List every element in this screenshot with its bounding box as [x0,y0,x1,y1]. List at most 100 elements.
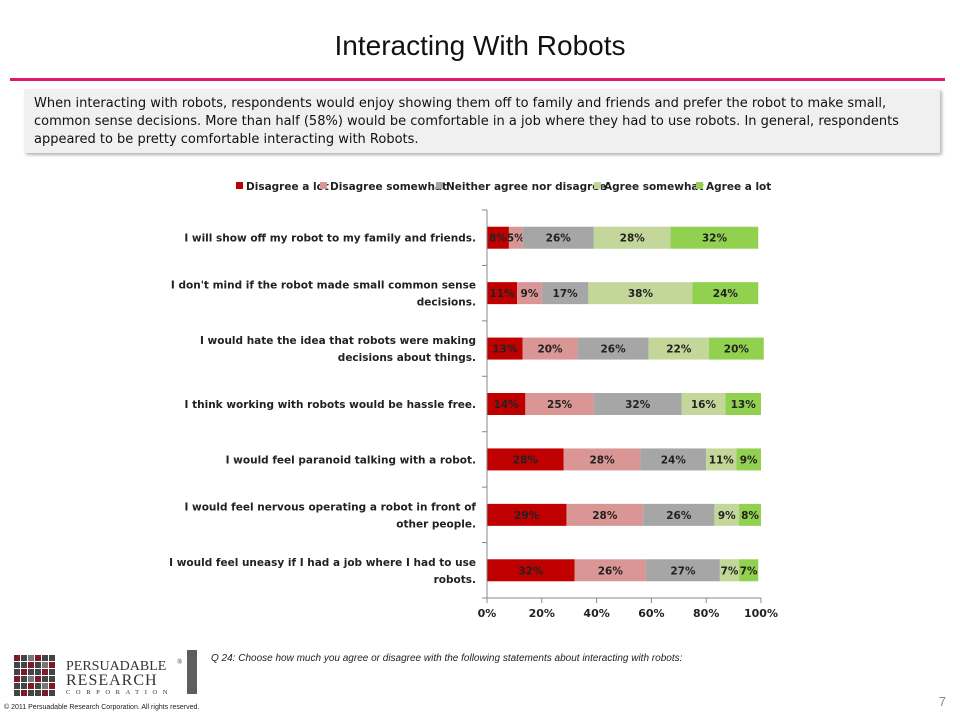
bar-label-5-1: 28% [592,510,618,522]
bar-label-1-2: 17% [553,288,579,300]
logo-grid-cell [49,683,55,689]
bar-label-5-2: 26% [666,510,692,522]
bar-label-0-1: 5% [507,233,525,245]
logo-grid-cell [35,669,41,675]
bar-label-0-3: 28% [620,233,646,245]
logo-grid-cell [35,655,41,661]
category-label-6-line-0: I would feel uneasy if I had a job where… [169,557,476,569]
bar-label-1-1: 9% [521,288,539,300]
bar-label-1-3: 38% [628,288,654,300]
bar-5-0 [487,503,567,526]
bar-1-1 [517,282,542,305]
copyright-text: © 2011 Persuadable Research Corporation.… [4,704,200,711]
bar-label-6-3: 7% [721,565,739,577]
bar-label-5-4: 8% [741,510,759,522]
logo-grid-cell [14,655,20,661]
logo-grid-cell [42,690,48,696]
bar-0-2 [522,226,594,249]
category-label-5-line-0: I would feel nervous operating a robot i… [184,501,476,513]
category-label-4: I would feel paranoid talking with a rob… [226,454,476,466]
category-label-2-line-0: I would hate the idea that robots were m… [200,335,476,347]
bar-5-2 [643,503,715,526]
logo-grid-cell [42,655,48,661]
legend-swatch-3 [594,182,601,189]
bar-5-4 [739,503,761,526]
bar-label-3-3: 16% [691,399,717,411]
bar-label-0-0: 8% [489,233,507,245]
logo-grid-cell [21,690,27,696]
bar-4-1 [563,448,641,471]
category-label-3: I think working with robots would be has… [185,399,476,411]
bar-label-0-4: 32% [702,233,728,245]
bar-label-4-1: 28% [590,454,616,466]
logo-grid-cell [21,676,27,682]
logo-divider-bar [187,650,197,694]
category-label-6-line-1: robots. [434,574,476,586]
category-label-1-line-0: I don't mind if the robot made small com… [171,280,476,292]
x-tick-label-4: 80% [693,607,719,620]
bar-0-3 [593,226,671,249]
logo-grid-cell [14,690,20,696]
question-text: Q 24: Choose how much you agree or disag… [211,653,683,664]
logo-grid-cell [42,676,48,682]
logo-grid-cell [14,662,20,668]
bar-label-5-3: 9% [718,510,736,522]
bar-2-4 [708,337,764,360]
title-divider [10,78,945,81]
category-label-0: I will show off my robot to my family an… [184,233,476,245]
bar-1-2 [541,282,589,305]
x-tick-label-3: 60% [638,607,664,620]
bar-2-3 [648,337,709,360]
bar-label-4-0: 28% [513,454,539,466]
bar-6-3 [719,559,740,582]
bar-label-1-0: 11% [489,288,515,300]
summary-box: When interacting with robots, respondent… [24,89,940,153]
logo-registered: ® [177,658,183,666]
logo-grid-cell [35,676,41,682]
bar-label-6-0: 32% [518,565,544,577]
bar-4-0 [487,448,564,471]
logo-grid-cell [28,655,34,661]
bar-6-2 [645,559,720,582]
logo-line3: CORPORATION [66,689,173,696]
x-tick-label-2: 40% [583,607,609,620]
logo-grid-cell [49,655,55,661]
legend-swatch-1 [320,182,327,189]
bar-label-3-1: 25% [547,399,573,411]
bar-2-2 [577,337,649,360]
bar-label-1-4: 24% [713,288,739,300]
logo-grid-cell [35,662,41,668]
bar-6-1 [574,559,646,582]
bar-label-0-2: 26% [546,233,572,245]
company-logo: PERSUADABLE ® RESEARCH CORPORATION [14,655,183,696]
logo-grid-cell [28,676,34,682]
logo-grid-cell [28,683,34,689]
bar-0-0 [487,226,509,249]
bar-label-2-4: 20% [724,344,750,356]
legend-swatch-0 [236,182,243,189]
legend-swatch-4 [696,182,703,189]
legend-label-1: Disagree somewhat [330,181,447,193]
bar-1-0 [487,282,518,305]
bar-3-4 [725,393,761,415]
bar-label-2-1: 20% [537,344,563,356]
bar-6-4 [739,559,759,582]
logo-grid-cell [28,662,34,668]
bar-label-4-4: 9% [740,454,758,466]
page-number: 7 [938,694,946,709]
logo-grid-cell [35,690,41,696]
logo-grid-cell [28,690,34,696]
bar-3-3 [681,393,726,415]
page-title: Interacting With Robots [334,30,626,61]
logo-grid-cell [42,662,48,668]
legend-label-2: Neither agree nor disagree [446,181,607,193]
bar-5-1 [566,503,644,526]
bar-label-5-0: 29% [514,510,540,522]
bar-4-2 [640,448,707,471]
logo-grid-cell [21,662,27,668]
legend-label-4: Agree a lot [706,181,771,193]
logo-grid-cell [35,683,41,689]
bar-3-2 [593,393,682,415]
logo-grid-cell [49,676,55,682]
